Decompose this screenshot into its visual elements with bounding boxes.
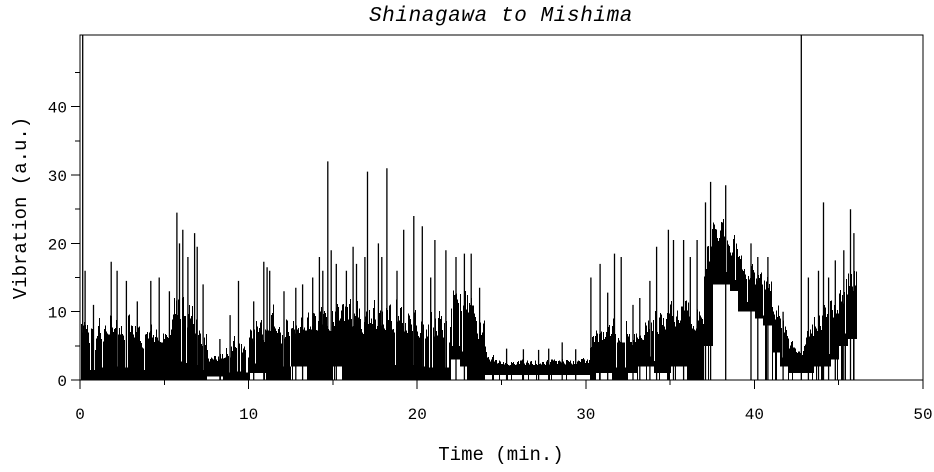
y-tick-label: 10 — [48, 305, 67, 323]
x-tick-label: 20 — [408, 406, 427, 424]
axis-tick-labels: 0 10 20 30 40 50 0 10 20 30 40 — [48, 100, 933, 424]
y-tick-label: 20 — [48, 236, 67, 254]
x-tick-label: 0 — [75, 406, 85, 424]
y-tick-label: 40 — [48, 100, 67, 118]
x-axis-label: Time (min.) — [438, 444, 563, 466]
signal-trace — [81, 35, 857, 380]
plot-frame — [79, 34, 924, 381]
chart-title: Shinagawa to Mishima — [369, 5, 633, 28]
y-tick-label: 30 — [48, 168, 67, 186]
y-tick-label: 0 — [57, 373, 67, 391]
axis-ticks — [71, 72, 924, 389]
x-tick-label: 30 — [576, 406, 595, 424]
signal-spikes — [82, 35, 855, 380]
x-tick-label: 40 — [745, 406, 764, 424]
x-tick-label: 50 — [913, 406, 932, 424]
plot-border — [79, 34, 924, 381]
x-tick-label: 10 — [239, 406, 258, 424]
y-axis-label: Vibration (a.u.) — [10, 117, 32, 299]
